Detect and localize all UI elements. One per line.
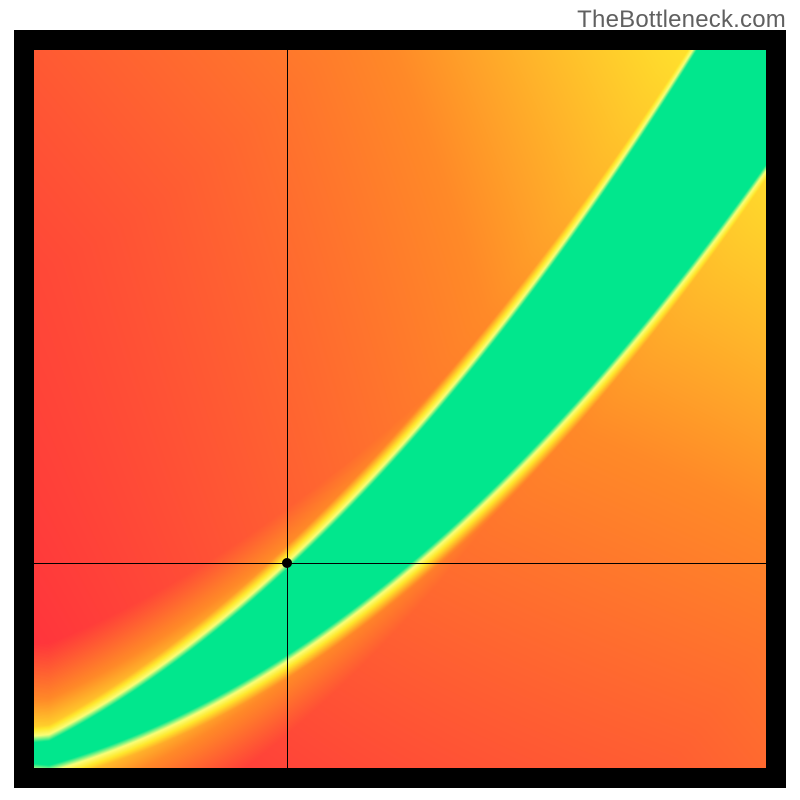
watermark-text: TheBottleneck.com: [577, 6, 786, 34]
crosshair-marker: [282, 558, 292, 568]
chart-frame: [14, 30, 786, 788]
plot-area: [34, 50, 766, 768]
crosshair-horizontal: [34, 563, 766, 564]
chart-container: TheBottleneck.com: [0, 0, 800, 800]
heatmap-canvas: [34, 50, 766, 768]
crosshair-vertical: [287, 50, 288, 768]
